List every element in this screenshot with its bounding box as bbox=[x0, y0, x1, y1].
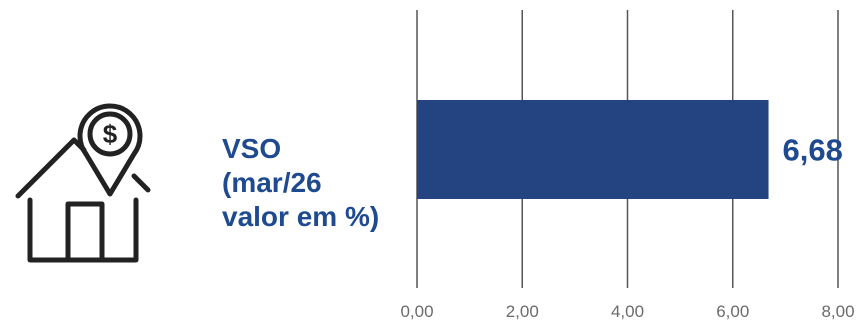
house-dollar-pin-icon: $ bbox=[15, 103, 151, 263]
label-line-3: valor em %) bbox=[222, 201, 380, 232]
x-tick-label: 4,00 bbox=[611, 302, 644, 321]
chart-label: VSO (mar/26 valor em %) bbox=[222, 132, 379, 234]
bar-value-label: 6,68 bbox=[783, 133, 843, 168]
label-line-2: (mar/26 bbox=[222, 167, 322, 198]
bar bbox=[417, 100, 769, 199]
x-tick-label: 6,00 bbox=[716, 302, 749, 321]
label-line-1: VSO bbox=[222, 133, 282, 164]
x-tick-label: 0,00 bbox=[400, 302, 433, 321]
x-tick-label: 8,00 bbox=[821, 302, 854, 321]
svg-text:$: $ bbox=[103, 119, 118, 149]
x-tick-label: 2,00 bbox=[506, 302, 539, 321]
